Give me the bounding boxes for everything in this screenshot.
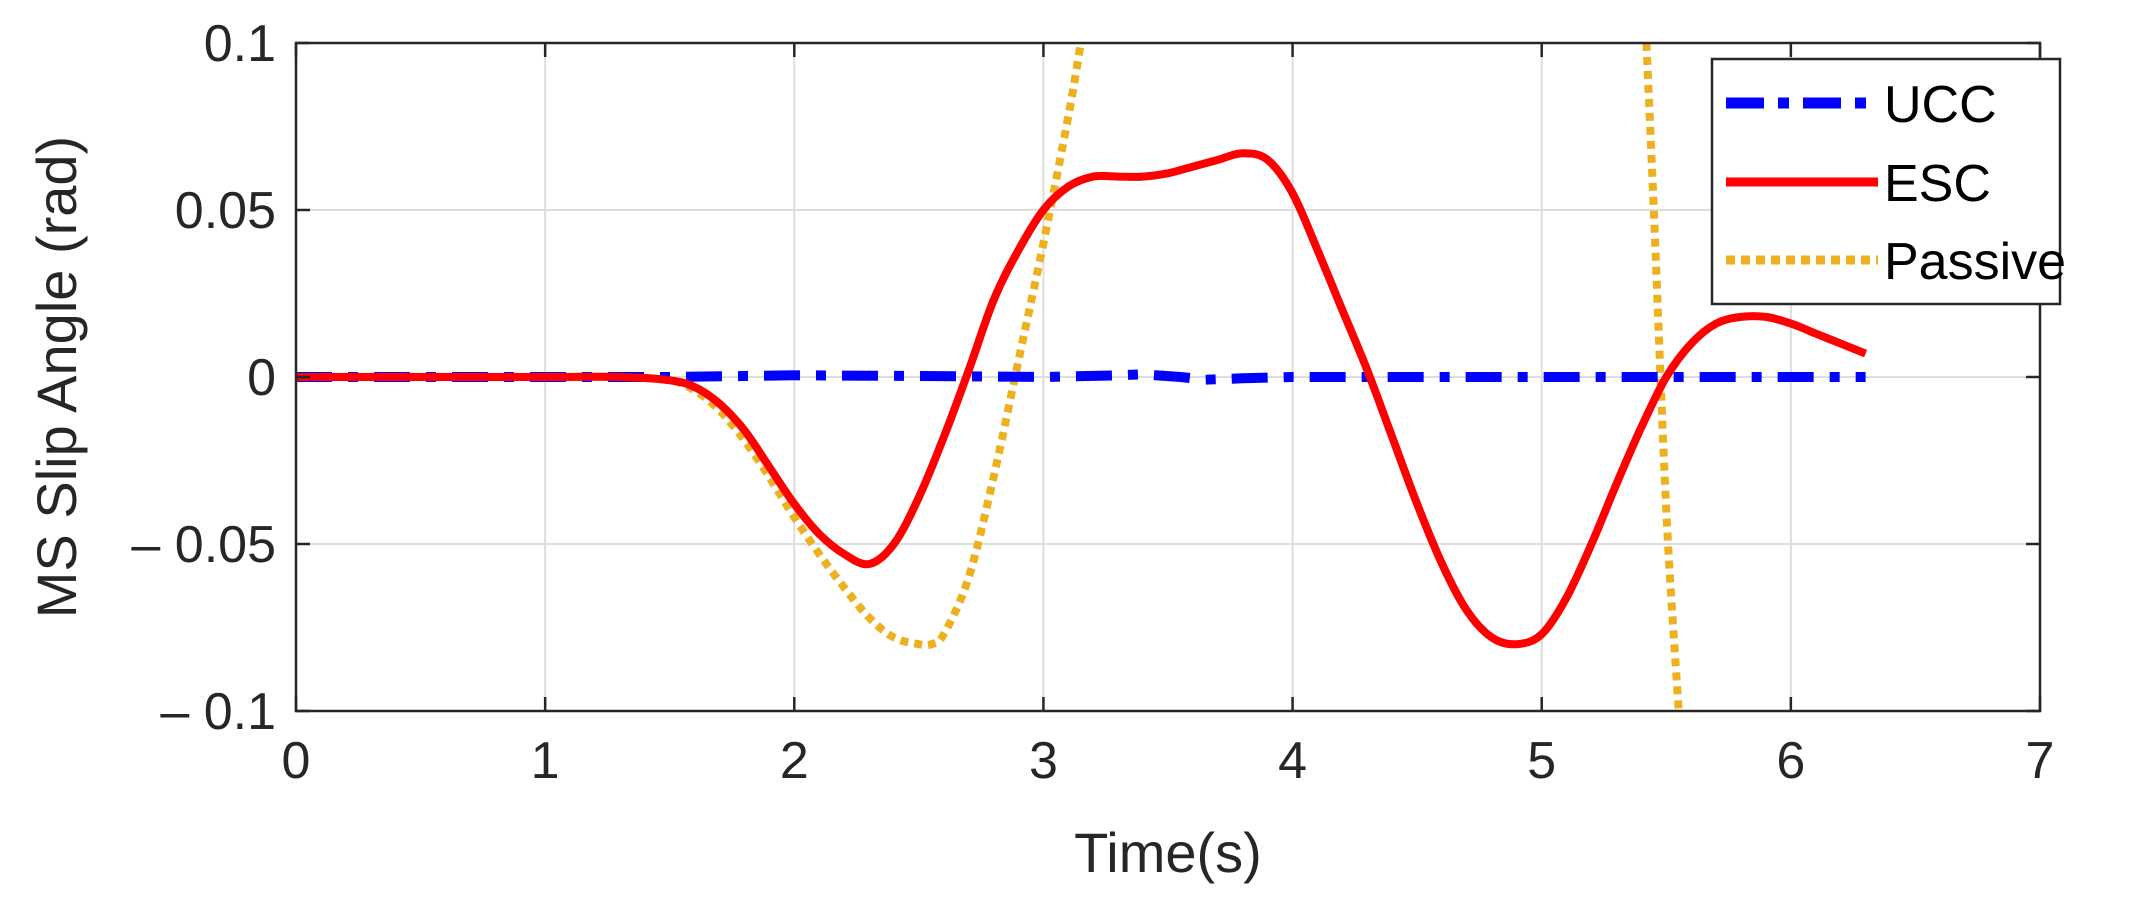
y-tick-label: 0 <box>247 349 276 407</box>
y-tick-label: – 0.1 <box>160 683 276 741</box>
y-tick-labels: 0.1 0.05 0 – 0.05 – 0.1 <box>131 15 276 741</box>
y-axis-title: MS Slip Angle (rad) <box>25 136 88 618</box>
series-line-ucc <box>296 369 1866 385</box>
x-tick-label: 3 <box>1029 732 1058 790</box>
x-tick-label: 1 <box>531 732 560 790</box>
legend-label-ucc: UCC <box>1884 76 1997 134</box>
legend-entry-passive: Passive <box>1726 233 2066 291</box>
legend-entry-ucc: UCC <box>1726 76 1997 134</box>
legend: UCC ESC Passive <box>1710 57 2066 306</box>
legend-entry-esc: ESC <box>1726 155 1991 213</box>
x-tick-label: 7 <box>2026 732 2055 790</box>
series-lines <box>296 43 1868 711</box>
y-tick-label: 0.05 <box>175 182 276 240</box>
axis-ticks <box>294 41 2042 713</box>
series-line-passive <box>296 43 1085 650</box>
x-tick-label: 6 <box>1776 732 1805 790</box>
x-tick-label: 4 <box>1278 732 1307 790</box>
legend-label-passive: Passive <box>1884 233 2066 291</box>
x-tick-labels: 0 1 2 3 4 5 6 7 <box>282 732 2055 790</box>
y-tick-label: – 0.05 <box>131 516 276 574</box>
y-tick-label: 0.1 <box>204 15 276 73</box>
x-tick-label: 5 <box>1527 732 1556 790</box>
legend-label-esc: ESC <box>1884 155 1991 213</box>
x-tick-label: 2 <box>780 732 809 790</box>
x-tick-label: 0 <box>282 732 311 790</box>
legend-box <box>1710 57 2062 306</box>
x-axis-title: Time(s) <box>1074 821 1262 884</box>
series-line-esc <box>296 149 1868 649</box>
